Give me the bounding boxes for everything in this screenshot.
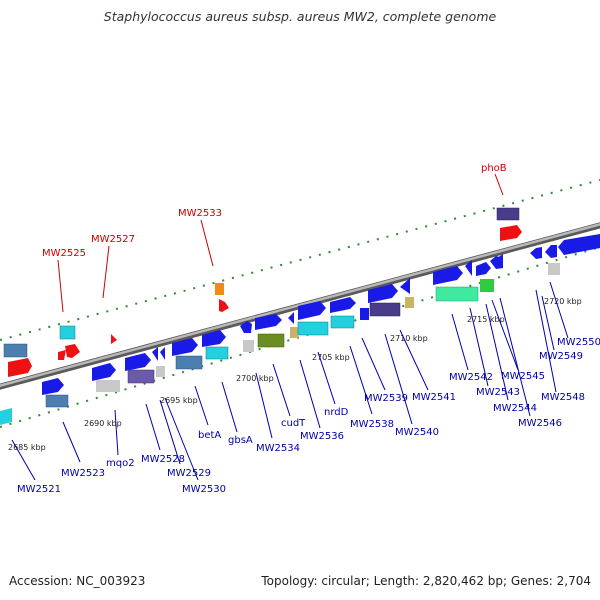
gene-arrow[interactable] [288, 312, 294, 324]
gene-arrow[interactable] [219, 299, 229, 312]
scale-label-2700: 2700 kbp [236, 374, 274, 383]
gene-box[interactable] [3, 343, 28, 358]
gene-label-mw2542[interactable]: MW2542 [449, 372, 493, 383]
gene-label-mw2533[interactable]: MW2533 [178, 208, 222, 219]
gene-label-mw2539[interactable]: MW2539 [364, 393, 408, 404]
gene-arrow[interactable] [111, 334, 117, 344]
gene-label-mw2549[interactable]: MW2549 [539, 351, 583, 362]
gene-box[interactable] [405, 297, 414, 308]
gene-arrow[interactable] [152, 347, 158, 361]
gene-arrow[interactable] [298, 301, 326, 320]
gene-box[interactable] [175, 355, 203, 370]
gene-arrow[interactable] [465, 260, 472, 276]
gene-box[interactable] [45, 394, 69, 408]
gene-box[interactable] [369, 302, 401, 317]
gene-box[interactable] [156, 366, 165, 377]
scale-label-2695: 2695 kbp [160, 396, 198, 405]
gene-box[interactable] [480, 279, 494, 292]
gene-track-forward [58, 207, 600, 360]
gene-label-mw2529[interactable]: MW2529 [167, 468, 211, 479]
gene-arrow[interactable] [545, 245, 557, 258]
gene-label-phob[interactable]: phoB [481, 163, 507, 174]
gene-label-mw2546[interactable]: MW2546 [518, 418, 562, 429]
gene-arrow[interactable] [125, 353, 151, 371]
gene-arrow[interactable] [530, 247, 542, 259]
scale-label-2705: 2705 kbp [312, 353, 350, 362]
gene-label-mqo2[interactable]: mqo2 [106, 458, 135, 469]
gene-box[interactable] [205, 346, 229, 360]
gene-label-beta[interactable]: betA [198, 430, 221, 441]
gene-arrow[interactable] [497, 254, 503, 266]
gene-label-mw2528[interactable]: MW2528 [141, 454, 185, 465]
gene-arrow[interactable] [368, 284, 398, 303]
gene-label-mw2536[interactable]: MW2536 [300, 431, 344, 442]
gene-arrow[interactable] [433, 266, 463, 285]
gene-arrow[interactable] [92, 363, 116, 381]
accession-text: Accession: NC_003923 [9, 574, 146, 588]
topology-text: Topology: circular; Length: 2,820,462 bp… [261, 574, 591, 588]
gene-arrow[interactable] [8, 358, 32, 377]
gene-arrow[interactable] [58, 350, 66, 360]
scale-label-2690: 2690 kbp [84, 419, 122, 428]
gene-label-gbsa[interactable]: gbsA [228, 435, 253, 446]
gene-box[interactable] [435, 286, 479, 302]
gene-box[interactable] [96, 380, 120, 392]
gene-box[interactable] [496, 207, 520, 221]
gene-box[interactable] [243, 340, 254, 352]
gene-arrow[interactable] [240, 321, 252, 333]
gene-label-mw2550[interactable]: MW2550 [557, 337, 600, 348]
gene-label-nrdd[interactable]: nrdD [324, 407, 349, 418]
gene-box[interactable] [360, 308, 369, 320]
gene-arrow[interactable] [202, 330, 226, 347]
gene-arrow[interactable] [330, 297, 356, 313]
gene-arrow[interactable] [400, 278, 410, 294]
gene-arrow[interactable] [255, 314, 282, 330]
gene-label-mw2545[interactable]: MW2545 [501, 371, 545, 382]
scale-label-2710: 2710 kbp [390, 334, 428, 343]
gene-box[interactable] [330, 315, 355, 329]
gene-arrow[interactable] [160, 347, 165, 360]
gene-arrow[interactable] [558, 234, 600, 255]
gene-label-mw2541[interactable]: MW2541 [412, 392, 456, 403]
scale-label-2685: 2685 kbp [8, 443, 46, 452]
gene-label-cudt[interactable]: cudT [281, 418, 306, 429]
scale-label-2720: 2720 kbp [544, 297, 582, 306]
genome-backbone [0, 222, 600, 390]
gene-label-mw2534[interactable]: MW2534 [256, 443, 300, 454]
gene-label-mw2543[interactable]: MW2543 [476, 387, 520, 398]
gene-label-mw2530[interactable]: MW2530 [182, 484, 226, 495]
gene-label-mw2544[interactable]: MW2544 [493, 403, 537, 414]
blue-leader-lines [11, 281, 569, 481]
gene-label-mw2548[interactable]: MW2548 [541, 392, 585, 403]
gene-label-mw2527[interactable]: MW2527 [91, 234, 135, 245]
gene-arrow[interactable] [172, 338, 198, 356]
gene-box[interactable] [215, 283, 224, 295]
gene-arrow[interactable] [65, 344, 80, 358]
gene-arrow[interactable] [42, 378, 64, 395]
red-leader-lines [57, 173, 504, 313]
gene-label-mw2525[interactable]: MW2525 [42, 248, 86, 259]
gene-box[interactable] [548, 263, 560, 275]
gene-label-mw2523[interactable]: MW2523 [61, 468, 105, 479]
gene-box[interactable] [297, 321, 329, 336]
outer-tick-track [0, 179, 600, 341]
gene-label-mw2540[interactable]: MW2540 [395, 427, 439, 438]
gene-box[interactable] [127, 369, 155, 384]
gene-label-mw2521[interactable]: MW2521 [17, 484, 61, 495]
map-title: Staphylococcus aureus subsp. aureus MW2,… [103, 9, 497, 24]
gene-box[interactable] [290, 327, 298, 338]
gene-box[interactable] [59, 325, 76, 340]
gene-arrow[interactable] [0, 408, 12, 425]
gene-arrow[interactable] [476, 262, 491, 276]
gene-label-mw2538[interactable]: MW2538 [350, 419, 394, 430]
gene-box[interactable] [257, 333, 285, 348]
gene-arrow[interactable] [500, 225, 522, 241]
gene-track-reverse [0, 263, 560, 425]
scale-label-2715: 2715 kbp [467, 315, 505, 324]
